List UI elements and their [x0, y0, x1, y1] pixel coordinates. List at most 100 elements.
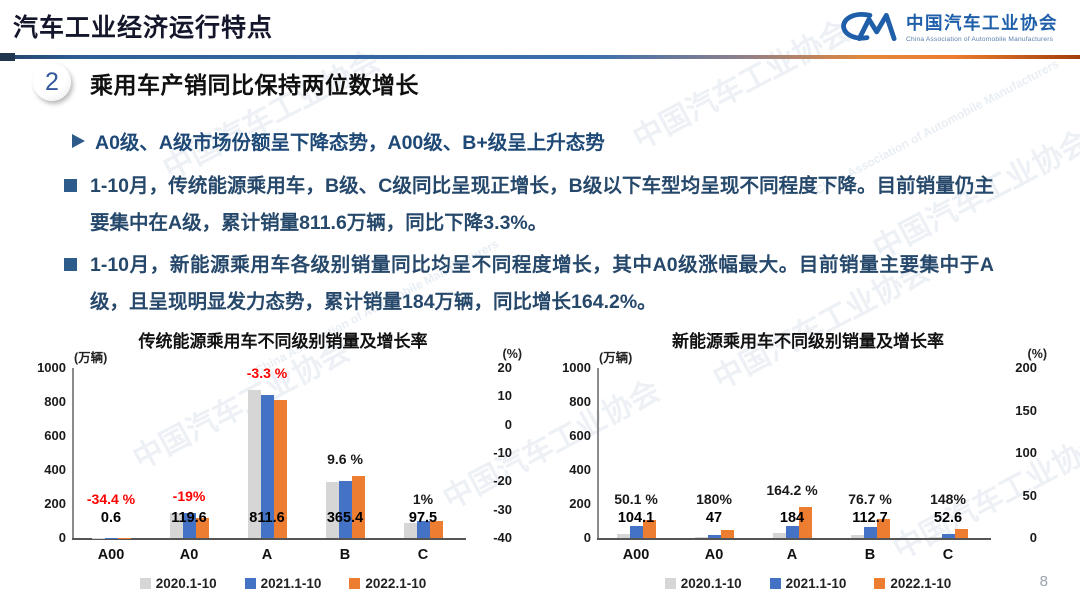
left-axis-tick: 1000 [37, 360, 66, 375]
value-label: 811.6 [249, 510, 285, 526]
y-axis-line [72, 368, 74, 538]
right-axis-unit: (%) [502, 347, 522, 361]
right-axis-unit: (%) [1027, 347, 1047, 361]
header-divider-cap [0, 53, 15, 61]
category-label: A [786, 547, 798, 563]
y-axis-line [597, 368, 599, 538]
left-axis-tick: 200 [569, 496, 591, 511]
legend-swatch-icon [874, 578, 886, 589]
value-label: 52.6 [933, 510, 963, 526]
legend-swatch-icon [139, 578, 151, 589]
chart-new-energy: 新能源乘用车不同级别销量及增长率 (万辆) (%) 1000 800 600 400 200 0… [553, 322, 1063, 604]
legend-swatch-icon [769, 578, 781, 589]
bullet-traditional: 1-10月，传统能源乘用车，B级、C级同比呈现正增长，B级以下车型均呈现不同程度… [64, 168, 994, 242]
section-number-badge: 2 [33, 63, 71, 101]
right-axis-tick: 50 [1022, 487, 1037, 503]
square-bullet-icon [64, 258, 77, 271]
category-label: C [942, 547, 954, 563]
bar-2020.1-10-A0 [694, 537, 708, 538]
bar-2022.1-10-B [876, 518, 890, 538]
legend-label: 2022.1-10 [365, 576, 427, 591]
bar-2022.1-10-B [351, 475, 365, 538]
right-axis-tick: 0 [504, 416, 512, 432]
value-label: 0.6 [100, 510, 122, 526]
right-axis-tick: -30 [493, 501, 512, 517]
bar-2021.1-10-B [863, 527, 877, 538]
org-logo: 中国汽车工业协会 China Association of Automobile… [837, 10, 1058, 43]
growth-label: 1% [412, 491, 434, 507]
legend-label: 2021.1-10 [785, 576, 847, 591]
right-axis-tick: -40 [493, 530, 512, 545]
legend-item: 2020.1-10 [664, 576, 742, 591]
left-axis-tick: 800 [569, 394, 591, 409]
bar-2022.1-10-A [273, 400, 287, 538]
bullet-text: 1-10月，新能源乘用车各级别销量同比均呈不同程度增长，其中A0级涨幅最大。目前… [90, 254, 994, 313]
arrow-bullet-icon [72, 133, 85, 148]
value-label: 112.7 [852, 510, 888, 526]
right-axis-tick: 200 [1015, 360, 1037, 375]
legend-label: 2022.1-10 [890, 576, 952, 591]
section-heading: 乘用车产销同比保持两位数增长 [90, 72, 419, 98]
growth-label: -19% [172, 487, 206, 504]
legend-label: 2020.1-10 [680, 576, 742, 591]
left-axis-tick: 600 [569, 428, 591, 443]
bar-2020.1-10-B [325, 481, 339, 538]
bar-2021.1-10-C [416, 521, 430, 538]
bar-2020.1-10-B [850, 534, 864, 538]
growth-label: 76.7 % [848, 491, 892, 507]
left-axis-tick: 0 [58, 530, 66, 545]
legend-label: 2021.1-10 [260, 576, 322, 591]
org-name-en: China Association of Automobile Manufact… [906, 36, 1054, 43]
left-axis-tick: 400 [569, 462, 591, 477]
left-axis-tick: 600 [44, 428, 66, 443]
bar-2022.1-10-A0 [195, 517, 209, 538]
value-label: 184 [779, 510, 805, 526]
left-axis-tick: 800 [44, 394, 66, 409]
org-name-cn: 中国汽车工业协会 [906, 13, 1058, 33]
right-axis-tick: 100 [1015, 445, 1037, 460]
org-logo-text: 中国汽车工业协会 China Association of Automobile… [906, 10, 1058, 43]
growth-label: 148% [930, 491, 966, 507]
bullet-text: 1-10月，传统能源乘用车，B级、C级同比呈现正增长，B级以下车型均呈现不同程度… [90, 175, 994, 234]
legend-label: 2020.1-10 [155, 576, 217, 591]
subheading: A0级、A级市场份额呈下降态势，A00级、B+级呈上升态势 [72, 126, 605, 155]
category-label: A0 [179, 547, 199, 563]
value-label: 119.6 [171, 510, 207, 526]
bar-2022.1-10-C [429, 521, 443, 538]
bar-2020.1-10-A0 [169, 512, 183, 538]
page-title: 汽车工业经济运行特点 [13, 14, 274, 42]
bar-2020.1-10-A00 [616, 533, 630, 538]
chart-title: 新能源乘用车不同级别销量及增长率 [672, 332, 944, 351]
legend-item: 2020.1-10 [139, 576, 217, 591]
left-axis-tick: 1000 [562, 360, 591, 375]
growth-label: -3.3 % [246, 365, 288, 382]
square-bullet-icon [64, 179, 77, 192]
right-axis-tick: 20 [497, 360, 512, 375]
legend-item: 2021.1-10 [244, 576, 322, 591]
value-label: 97.5 [408, 510, 438, 526]
bar-2021.1-10-A00 [629, 526, 643, 538]
chart-title: 传统能源乘用车不同级别销量及增长率 [138, 332, 428, 351]
left-axis-tick: 200 [44, 496, 66, 511]
chart-legend: 2020.1-10 2021.1-10 2022.1-10 [28, 576, 538, 591]
x-axis-line [597, 538, 991, 540]
bar-2021.1-10-A0 [182, 512, 196, 538]
value-label: 365.4 [326, 510, 364, 526]
growth-label: 180% [696, 491, 732, 507]
left-axis-tick: 400 [44, 462, 66, 477]
right-axis-tick: -20 [493, 473, 512, 489]
bar-2021.1-10-A0 [707, 535, 721, 538]
watermark: 中国汽车工业协会 [627, 14, 856, 156]
bar-2021.1-10-B [338, 481, 352, 538]
value-label: 104.1 [617, 510, 655, 526]
left-axis-unit: (万辆) [74, 351, 108, 365]
bar-2020.1-10-A [247, 390, 261, 538]
x-axis-line [72, 538, 466, 540]
chart-traditional-energy: 传统能源乘用车不同级别销量及增长率 (万辆) (%) 1000 800 600 400 200… [28, 322, 538, 604]
bar-2022.1-10-A [798, 506, 812, 538]
bullet-new-energy: 1-10月，新能源乘用车各级别销量同比均呈不同程度增长，其中A0级涨幅最大。目前… [64, 247, 994, 321]
bar-2020.1-10-C [928, 537, 942, 538]
category-label: C [417, 547, 429, 563]
bar-2020.1-10-A [772, 533, 786, 538]
